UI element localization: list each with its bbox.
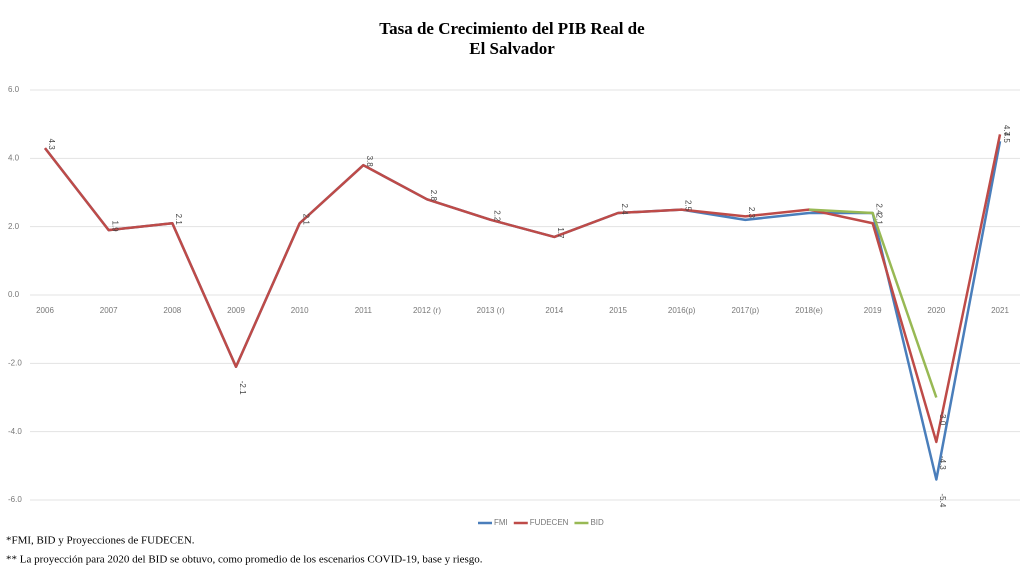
- footnote: *FMI, BID y Proyecciones de FUDECEN.: [6, 535, 195, 547]
- series-line: [44, 141, 1002, 481]
- x-tick-label: 2006: [36, 306, 54, 315]
- chart-title: Tasa de Crecimiento del PIB Real de: [379, 19, 645, 38]
- y-tick-label: -4.0: [8, 427, 22, 436]
- data-label: 2.1: [302, 214, 311, 226]
- data-label: -3.0: [938, 412, 947, 426]
- series-line: [44, 134, 1002, 444]
- x-tick-label: 2017(p): [732, 306, 760, 315]
- data-label: -4.3: [938, 456, 947, 470]
- y-tick-label: -2.0: [8, 358, 22, 367]
- data-label: 2.8: [429, 190, 438, 202]
- footnote: ** La proyección para 2020 del BID se ob…: [6, 554, 483, 566]
- y-tick-label: 6.0: [8, 85, 20, 94]
- data-label: 2.4: [875, 203, 884, 215]
- data-label: 4.3: [47, 139, 56, 151]
- x-tick-label: 2019: [864, 306, 882, 315]
- data-label: 2.5: [684, 200, 693, 212]
- x-tick-label: 2014: [545, 306, 563, 315]
- data-label: 2.1: [875, 214, 884, 226]
- data-label: 2.1: [174, 214, 183, 226]
- x-tick-label: 2007: [100, 306, 118, 315]
- data-label: 2.2: [493, 210, 502, 222]
- data-label: 4.5: [1002, 132, 1011, 144]
- y-tick-label: 2.0: [8, 222, 20, 231]
- data-label: 1.7: [556, 227, 565, 239]
- x-tick-label: 2015: [609, 306, 627, 315]
- x-tick-label: 2008: [163, 306, 181, 315]
- x-tick-label: 2011: [355, 306, 373, 315]
- series-line: [808, 208, 938, 398]
- data-label: 2.4: [620, 203, 629, 215]
- data-label: 4.7: [1002, 125, 1011, 137]
- legend-label: BID: [590, 518, 604, 527]
- data-label: 2.3: [747, 207, 756, 219]
- y-tick-label: 4.0: [8, 153, 20, 162]
- y-tick-label: -6.0: [8, 495, 22, 504]
- x-tick-label: 2012 (r): [413, 306, 441, 315]
- x-tick-label: 2013 (r): [477, 306, 505, 315]
- chart-title: El Salvador: [469, 39, 555, 58]
- x-tick-label: 2016(p): [668, 306, 696, 315]
- data-label: 3.8: [365, 156, 374, 168]
- legend-label: FUDECEN: [530, 518, 569, 527]
- x-tick-label: 2010: [291, 306, 309, 315]
- x-tick-label: 2020: [927, 306, 945, 315]
- y-tick-label: 0.0: [8, 290, 20, 299]
- data-label: -2.1: [238, 381, 247, 395]
- legend-label: FMI: [494, 518, 508, 527]
- x-tick-label: 2009: [227, 306, 245, 315]
- data-label: -5.4: [938, 494, 947, 508]
- x-tick-label: 2021: [991, 306, 1009, 315]
- data-label: 1.9: [111, 221, 120, 233]
- x-tick-label: 2018(e): [795, 306, 823, 315]
